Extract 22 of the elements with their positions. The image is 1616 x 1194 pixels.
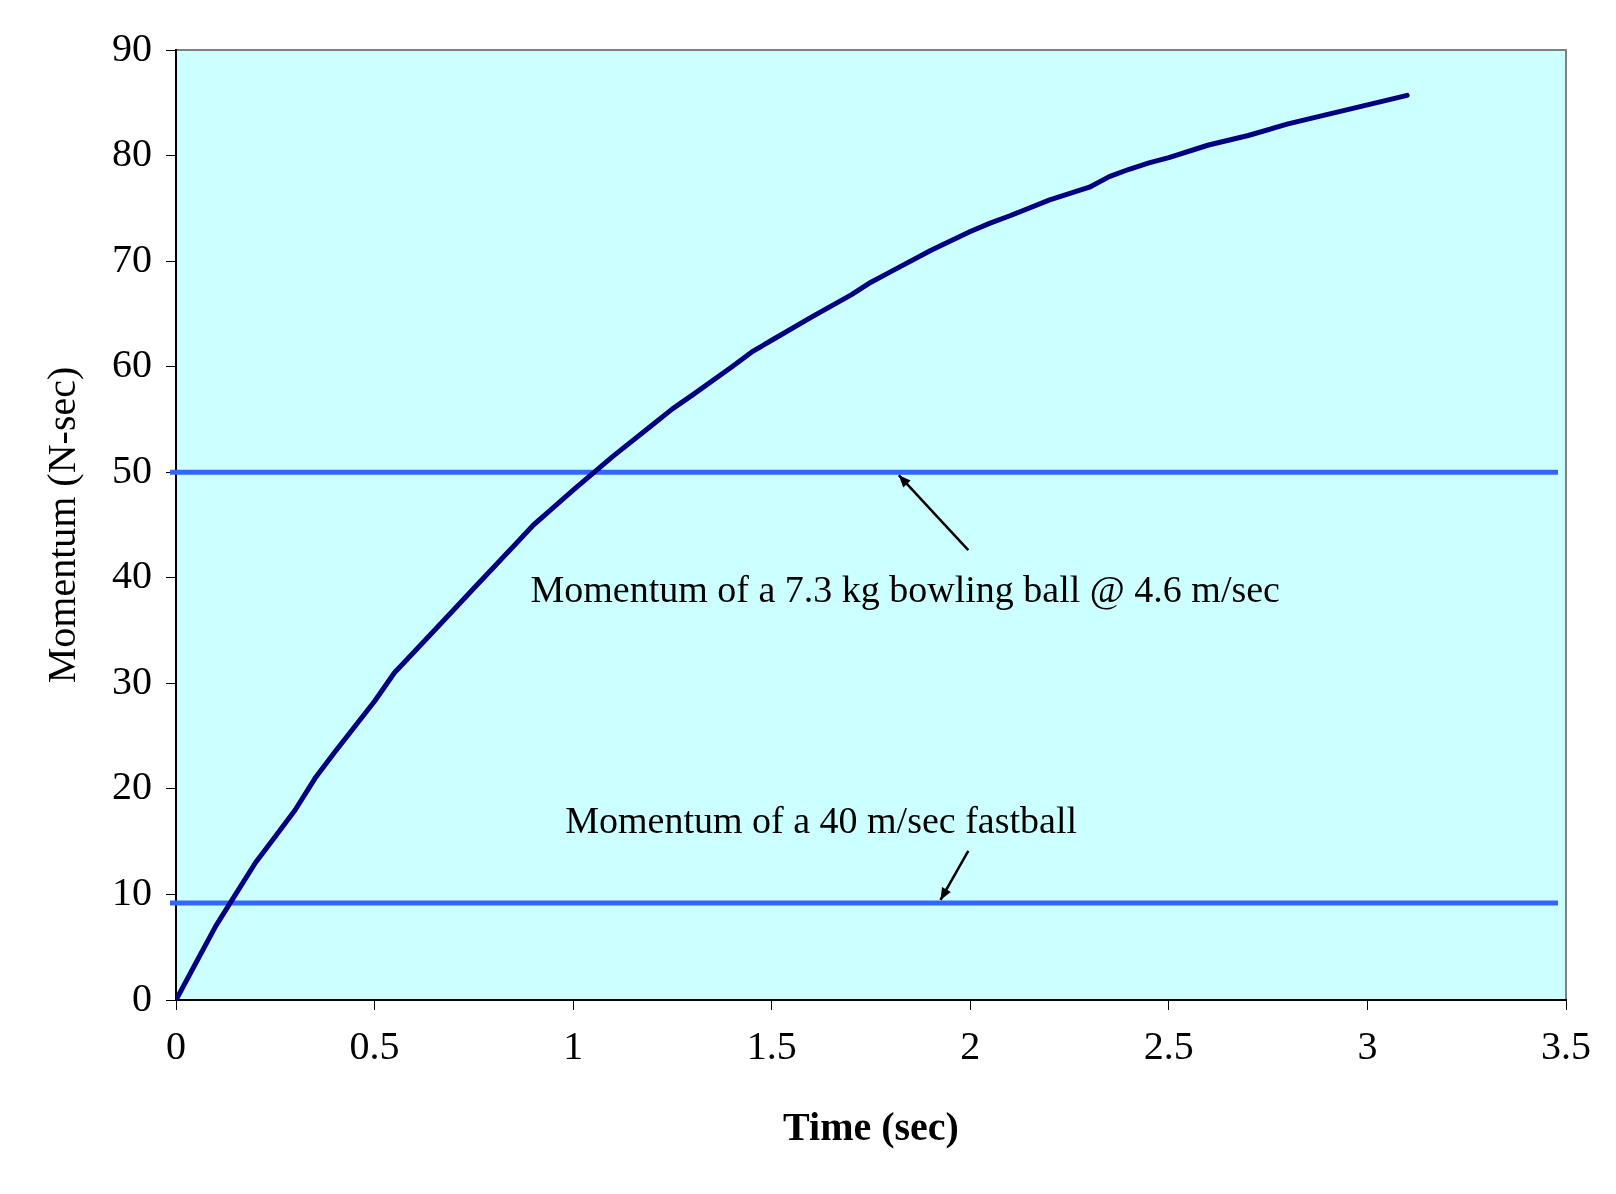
y-tick-label: 10 — [112, 868, 152, 914]
y-tick-label: 90 — [112, 24, 152, 70]
y-tick-label: 30 — [112, 657, 152, 703]
y-tick-label: 70 — [112, 235, 152, 281]
x-tick-label: 2 — [960, 1022, 981, 1068]
ref-line-label: Momentum of a 40 m/sec fastball — [565, 798, 1078, 841]
y-tick-label: 40 — [112, 552, 152, 598]
x-tick-label: 2.5 — [1143, 1022, 1194, 1068]
x-axis-title: Time (sec) — [783, 1104, 959, 1150]
ref-line-label: Momentum of a 7.3 kg bowling ball @ 4.6 m/sec — [530, 568, 1280, 611]
x-tick-label: 0.5 — [349, 1022, 400, 1068]
x-tick-label: 3 — [1357, 1022, 1378, 1068]
x-tick-label: 1.5 — [746, 1022, 797, 1068]
y-tick-label: 60 — [112, 341, 152, 387]
y-axis-title: Momentum (N-sec) — [38, 366, 84, 684]
x-tick-label: 1 — [563, 1022, 584, 1068]
y-tick-label: 80 — [112, 130, 152, 176]
y-tick-label: 0 — [132, 974, 152, 1020]
x-tick-label: 0 — [166, 1022, 186, 1068]
y-tick-label: 50 — [112, 446, 152, 492]
x-tick-label: 3.5 — [1541, 1022, 1591, 1068]
y-tick-label: 20 — [112, 763, 152, 809]
